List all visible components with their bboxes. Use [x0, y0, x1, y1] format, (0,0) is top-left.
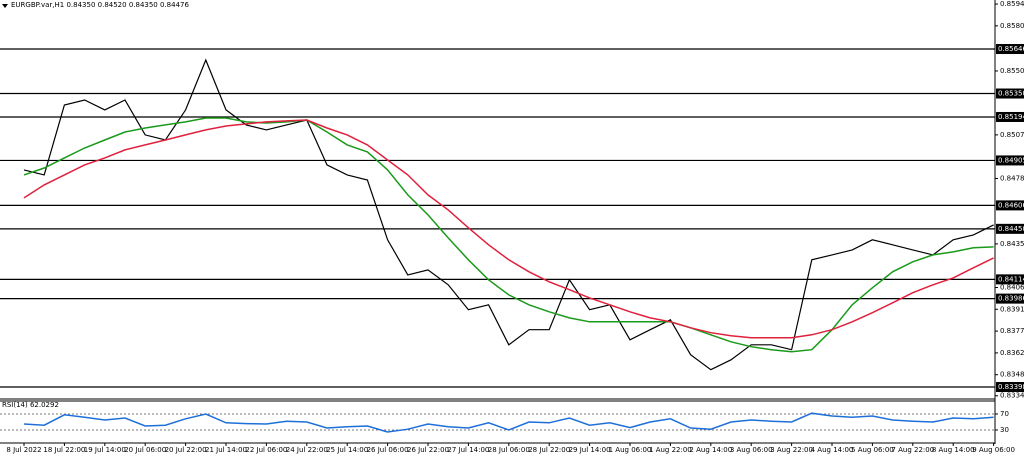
x-tick-label: 28 Jul 06:00 [488, 446, 530, 454]
y-tick-label: 0.83915 [1000, 305, 1024, 313]
x-tick-label: 24 Jul 22:00 [286, 446, 328, 454]
header-arrow [2, 4, 8, 8]
x-tick-label: 1 Aug 22:00 [649, 446, 692, 454]
rsi-title: RSI(14) 62.0292 [2, 401, 59, 409]
level-label-box [996, 293, 1024, 304]
series-line [23, 119, 994, 339]
x-tick-label: 26 Jul 06:00 [367, 446, 409, 454]
y-tick-label: 0.85075 [1000, 131, 1024, 139]
x-tick-label: 25 Jul 14:00 [326, 446, 368, 454]
x-tick-label: 5 Aug 06:00 [851, 446, 894, 454]
series-line [23, 412, 994, 433]
y-tick-label: 0.84785 [1000, 174, 1024, 182]
x-tick-label: 29 Jul 14:00 [569, 446, 611, 454]
level-label-box [996, 44, 1024, 55]
y-tick-label: 0.83625 [1000, 349, 1024, 357]
x-tick-label: 3 Aug 22:00 [770, 446, 813, 454]
x-tick-label: 18 Jul 22:00 [43, 446, 85, 454]
x-tick-label: 8 Aug 14:00 [932, 446, 975, 454]
level-label-box [996, 223, 1024, 234]
y-tick-label: 70 [1000, 410, 1009, 418]
x-tick-label: 27 Jul 14:00 [447, 446, 489, 454]
x-tick-label: 26 Jul 22:00 [407, 446, 449, 454]
level-label-box [996, 111, 1024, 122]
y-tick-label: 0.85945 [1000, 0, 1024, 8]
level-label: 0.85194 [998, 113, 1024, 121]
x-tick-label: 2 Aug 14:00 [689, 446, 732, 454]
x-tick-label: 9 Aug 06:00 [972, 446, 1015, 454]
x-tick-label: 8 Jul 2022 [6, 446, 41, 454]
y-tick-label: 0.8435 [1000, 240, 1024, 248]
series-line [23, 58, 994, 371]
level-label: 0.83986 [998, 295, 1024, 303]
level-label: 0.85646 [998, 45, 1024, 53]
x-tick-label: 19 Jul 14:00 [84, 446, 126, 454]
x-tick-label: 4 Aug 14:00 [811, 446, 854, 454]
level-label: 0.84905 [998, 156, 1024, 164]
x-tick-label: 3 Aug 06:00 [730, 446, 773, 454]
level-label-box [996, 274, 1024, 285]
x-tick-label: 20 Jul 22:00 [165, 446, 207, 454]
x-tick-label: 1 Aug 06:00 [609, 446, 652, 454]
level-label-box [996, 200, 1024, 211]
level-label: 0.84606 [998, 201, 1024, 209]
x-tick-label: 7 Aug 22:00 [891, 446, 934, 454]
x-tick-label: 20 Jul 06:00 [124, 446, 166, 454]
x-tick-label: 28 Jul 22:00 [528, 446, 570, 454]
level-label-box [996, 382, 1024, 393]
level-label-box [996, 155, 1024, 166]
level-label-box [996, 88, 1024, 99]
x-tick-label: 21 Jul 14:00 [205, 446, 247, 454]
x-tick-label: 22 Jul 06:00 [245, 446, 287, 454]
y-tick-label: 30 [1000, 426, 1009, 434]
level-label: 0.84114 [998, 275, 1024, 283]
chart-title: EURGBP.var,H1 0.84350 0.84520 0.84350 0.… [11, 1, 189, 9]
